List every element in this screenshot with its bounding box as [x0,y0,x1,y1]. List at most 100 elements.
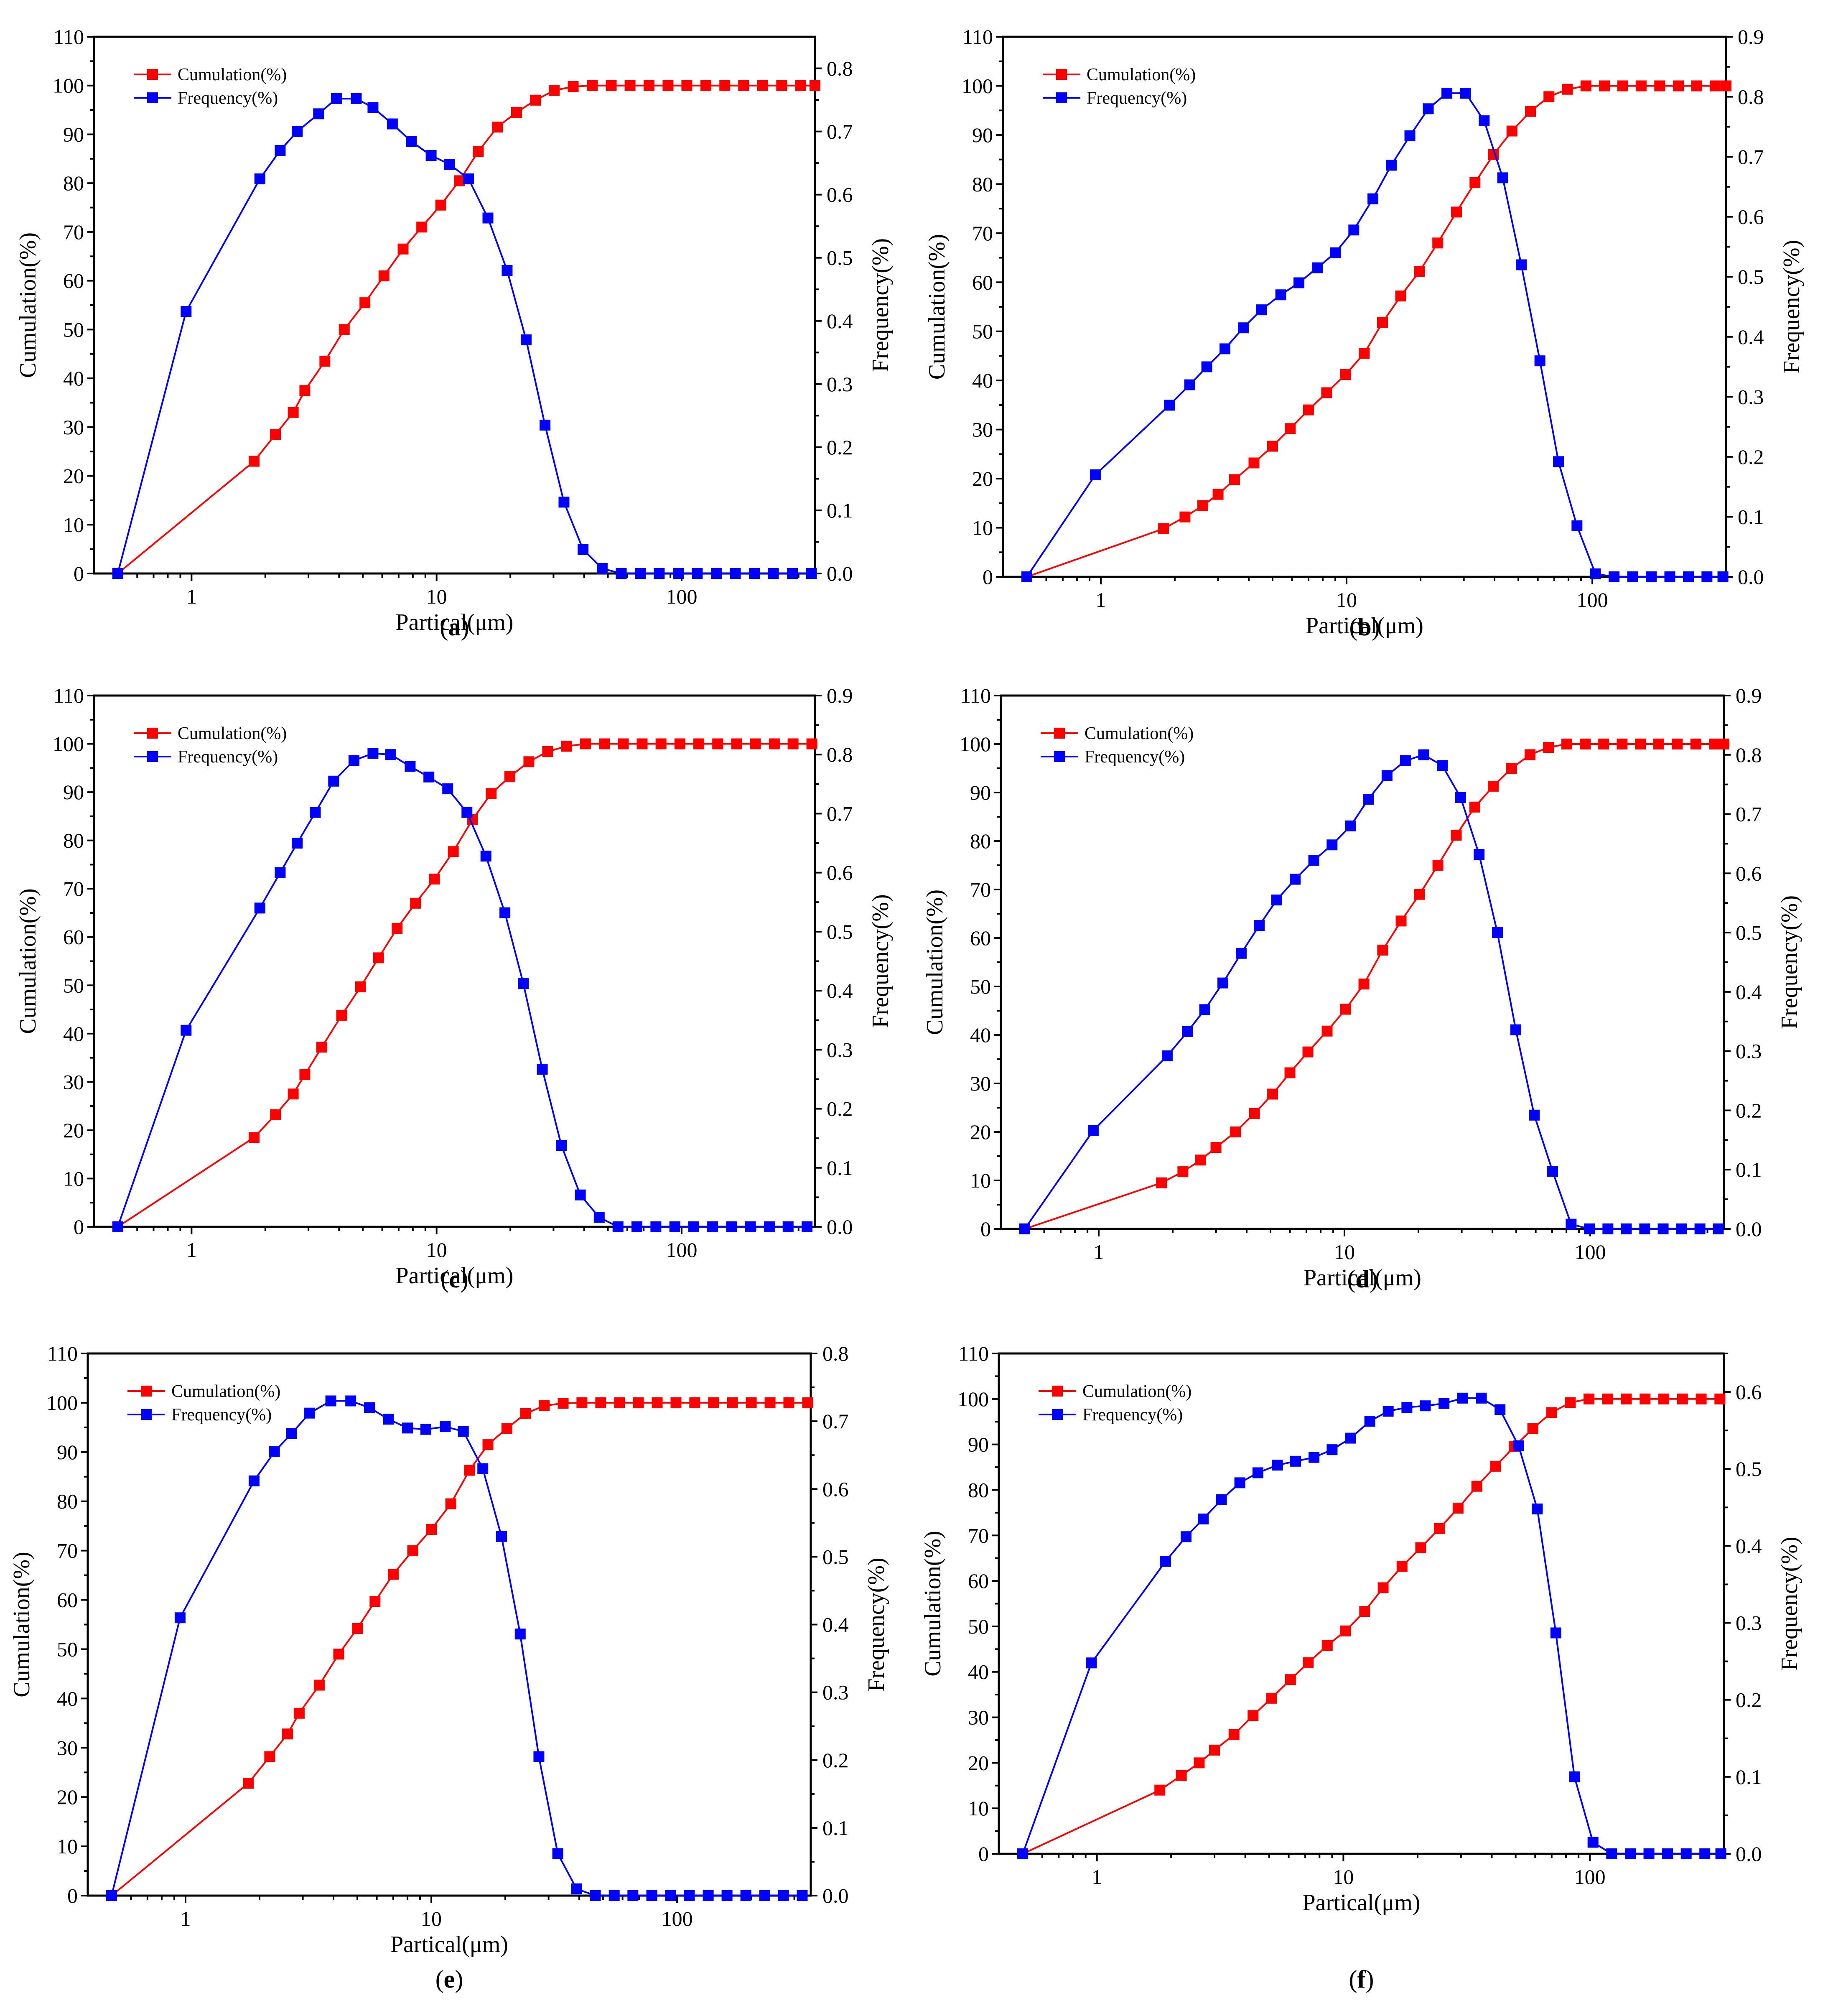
cumulation-point [1584,1393,1595,1404]
frequency-point [1160,1556,1171,1567]
frequency-point [1643,1848,1655,1859]
y-tick-label: 40 [970,1023,991,1047]
frequency-point [1348,224,1360,236]
frequency-point [348,755,359,766]
frequency-point [1385,160,1397,171]
cumulation-point [407,1545,418,1556]
frequency-point [440,1421,451,1432]
cumulation-point [282,1728,293,1740]
cumulation-point [1210,1142,1222,1153]
frequency-point [1529,1109,1540,1121]
cumulation-point [624,80,636,91]
cumulation-point [1617,739,1628,749]
y-tick-label: 30 [972,418,993,441]
legend: Cumulation(%) Frequency(%) [127,1382,280,1425]
cumulation-point [1377,1582,1389,1593]
cumulation-point [313,1680,325,1691]
legend-frequency-marker [141,1409,152,1420]
frequency-point [537,1063,548,1075]
frequency-point [1680,1848,1692,1859]
y2-tick-label: 0.0 [1736,1842,1762,1866]
frequency-point [627,1890,639,1901]
frequency-point [688,1221,699,1232]
frequency-point [764,1221,775,1232]
cumulation-point [1709,739,1720,749]
y2-tick-label: 0.4 [827,309,853,333]
frequency-point [325,1395,336,1407]
panel-a: 01020304050607080901001100.00.10.20.30.4… [15,25,894,641]
cumulation-point [1525,749,1536,760]
frequency-point [616,568,627,579]
cumulation-point [1359,348,1370,359]
frequency-point [730,568,741,579]
y-tick-label: 100 [960,732,991,756]
legend-frequency-label: Frequency(%) [1085,747,1185,767]
y-tick-label: 20 [970,1120,991,1144]
cumulation-point [1471,1481,1482,1492]
y-tick-label: 100 [53,732,84,756]
y-tick-label: 60 [972,270,993,294]
caption-open: ( [1349,1965,1357,1993]
frequency-point [608,1890,620,1901]
cumulation-point [599,738,610,749]
frequency-point [458,1426,469,1437]
legend: Cumulation(%) Frequency(%) [1043,65,1196,108]
frequency-point [1311,262,1323,273]
cumulation-point [429,874,440,885]
legend-cumulation-label: Cumulation(%) [1087,65,1196,84]
y-axis-title: Cumulation(%) [920,1531,946,1676]
cumulation-point [1303,404,1314,415]
y-tick-label: 80 [57,1490,78,1513]
y-tick-label: 10 [970,1169,991,1192]
panel-c: 01020304050607080901001100.00.10.20.30.4… [15,684,894,1293]
frequency-point [518,978,529,989]
cumulation-point [319,356,331,367]
cumulation-point [561,741,572,752]
y-tick-label: 20 [57,1785,78,1809]
frequency-point [275,145,286,156]
cumulation-point [339,324,350,335]
frequency-point [1646,571,1657,582]
frequency-point [672,568,684,579]
frequency-point [1550,1627,1561,1639]
caption-close: ) [455,1965,463,1993]
frequency-point [292,838,303,849]
y-tick-label: 70 [968,1524,989,1547]
cumulation-point [1395,915,1407,927]
y-tick-label: 50 [968,1615,989,1638]
y-tick-label: 30 [63,1070,84,1093]
frequency-point [707,1221,718,1232]
frequency-point [1161,1050,1173,1062]
frequency-point [669,1221,680,1232]
cumulation-point [539,1400,550,1411]
y-tick-label: 110 [53,25,84,48]
y2-tick-label: 0.4 [822,1613,849,1636]
cumulation-point [708,1397,719,1408]
cumulation-point [435,199,446,211]
frequency-point [248,1475,260,1486]
frequency-point [1256,304,1267,316]
legend-cumulation-label: Cumulation(%) [1082,1382,1192,1401]
y-tick-label: 60 [63,925,84,949]
frequency-point [646,1890,657,1901]
cumulation-point [1621,1393,1632,1404]
frequency-point [1181,1531,1192,1542]
cumulation-point [1617,80,1628,92]
y2-tick-label: 0.3 [1738,385,1764,408]
frequency-point [496,1531,507,1542]
y-tick-label: 110 [53,684,84,707]
frequency-point [499,907,511,918]
frequency-point [1657,1223,1669,1234]
y-tick-label: 50 [970,975,991,998]
frequency-point [778,1890,789,1901]
frequency-point [1021,571,1032,582]
frequency-point [1494,1404,1506,1415]
frequency-point [721,1890,733,1901]
frequency-point [444,159,455,170]
caption-letter: a [448,613,461,641]
frequency-point [1290,1455,1301,1467]
y-tick-label: 50 [63,974,84,997]
panel-caption: (a) [440,613,469,641]
cumulation-point [1176,1770,1187,1781]
legend: Cumulation(%) Frequency(%) [134,65,287,108]
